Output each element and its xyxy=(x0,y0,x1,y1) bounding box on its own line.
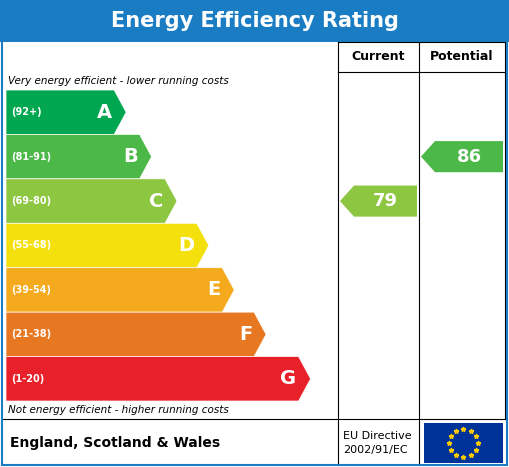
Bar xyxy=(424,423,503,463)
Text: Current: Current xyxy=(352,50,405,64)
Text: (92+): (92+) xyxy=(11,107,42,117)
Text: Not energy efficient - higher running costs: Not energy efficient - higher running co… xyxy=(8,405,229,415)
Text: C: C xyxy=(149,191,163,211)
Polygon shape xyxy=(6,357,310,401)
Text: (39-54): (39-54) xyxy=(11,285,51,295)
Text: England, Scotland & Wales: England, Scotland & Wales xyxy=(10,436,220,450)
Text: D: D xyxy=(179,236,195,255)
Bar xyxy=(0,0,509,42)
Text: 86: 86 xyxy=(457,148,482,166)
Text: B: B xyxy=(123,147,137,166)
Text: F: F xyxy=(239,325,252,344)
Text: (55-68): (55-68) xyxy=(11,241,51,250)
Bar xyxy=(2,419,507,465)
Text: (1-20): (1-20) xyxy=(11,374,44,384)
Polygon shape xyxy=(421,141,503,172)
Polygon shape xyxy=(340,185,417,217)
Text: Energy Efficiency Rating: Energy Efficiency Rating xyxy=(110,11,399,31)
Text: EU Directive: EU Directive xyxy=(343,431,412,441)
Text: A: A xyxy=(97,103,112,122)
Polygon shape xyxy=(6,134,152,179)
Polygon shape xyxy=(6,312,266,357)
Text: Potential: Potential xyxy=(430,50,494,64)
Text: Very energy efficient - lower running costs: Very energy efficient - lower running co… xyxy=(8,76,229,86)
Polygon shape xyxy=(6,268,234,312)
Polygon shape xyxy=(6,223,209,268)
Text: (81-91): (81-91) xyxy=(11,152,51,162)
Text: (21-38): (21-38) xyxy=(11,329,51,340)
Text: E: E xyxy=(207,280,220,299)
Polygon shape xyxy=(6,90,126,134)
Text: G: G xyxy=(280,369,297,388)
Text: 79: 79 xyxy=(373,192,398,210)
Polygon shape xyxy=(6,179,177,223)
Text: (69-80): (69-80) xyxy=(11,196,51,206)
Text: 2002/91/EC: 2002/91/EC xyxy=(343,445,408,455)
